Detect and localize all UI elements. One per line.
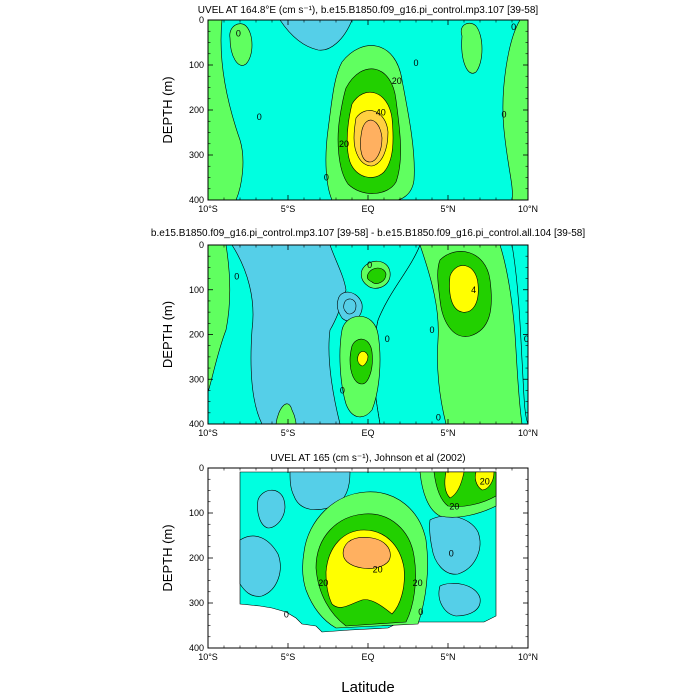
panel-3-contour-label: 0 (284, 609, 289, 619)
panel-3-ytick-label: 200 (189, 553, 204, 563)
panel-1-ytick-label: 400 (189, 195, 204, 205)
panel-2-ytick-label: 0 (199, 240, 204, 250)
panel-3-contour-label: 0 (449, 549, 454, 559)
panel-3-ytick-label: 300 (189, 598, 204, 608)
panel-3-neg-se2 (438, 583, 481, 617)
panel-1-field (208, 20, 528, 200)
panel-3-contour-label: 0 (418, 607, 423, 617)
panel-3-neg-sw (239, 535, 281, 597)
panel-1-negative-region (279, 20, 353, 51)
panel-3-euc-core (342, 537, 391, 569)
panel-1-contour-label: 0 (511, 22, 516, 32)
panel-1-xtick-label: EQ (361, 204, 374, 214)
panel-2-ytick-label: 200 (189, 330, 204, 340)
panel-1-contour-label: 0 (501, 110, 506, 120)
panel-2-xtick-label: 10°S (198, 428, 218, 438)
panel-1-xtick-label: 10°S (198, 204, 218, 214)
panel-1-east-blob (460, 23, 483, 74)
panel-2-contour-label: 0 (385, 334, 390, 344)
panel-2-title: b.e15.B1850.f09_g16.pi_control.mp3.107 [… (151, 228, 585, 239)
figure-xlabel: Latitude (341, 679, 394, 696)
panel-1-west-strip (208, 20, 244, 200)
panel-3-xtick-label: 10°N (518, 652, 538, 662)
panel-3: UVEL AT 165 (cm s⁻¹), Johnson et al (200… (160, 453, 538, 662)
panel-2-west-strip (208, 245, 231, 393)
panel-2-east-lobe-core (449, 265, 479, 313)
panel-1-contour-label: 0 (324, 173, 329, 183)
panel-1-title: UVEL AT 164.8°E (cm s⁻¹), b.e15.B1850.f0… (198, 5, 539, 16)
panel-1-contour-label: 20 (339, 139, 349, 149)
panel-3-ytick-label: 100 (189, 508, 204, 518)
panel-1-contour-label: 40 (376, 107, 386, 117)
panel-2-xtick-label: 10°N (518, 428, 538, 438)
panel-2-contour-label: 0 (340, 385, 345, 395)
panel-3-ylabel: DEPTH (m) (160, 524, 175, 591)
panel-1-euc-core (360, 119, 383, 163)
panel-1-xtick-label: 10°N (518, 204, 538, 214)
panel-3-neg-west (257, 489, 286, 529)
panel-2: b.e15.B1850.f09_g16.pi_control.mp3.107 [… (151, 228, 585, 438)
panel-2-contour-label: 4 (471, 285, 476, 295)
panel-1-contour-label: 20 (392, 76, 402, 86)
panel-3-contour-label: 20 (318, 578, 328, 588)
panel-1-ytick-label: 300 (189, 150, 204, 160)
panel-1-ytick-label: 100 (189, 60, 204, 70)
panel-1-east-strip (502, 20, 528, 200)
panel-3-contour-label: 20 (480, 477, 490, 487)
panel-2-ytick-label: 400 (189, 419, 204, 429)
panel-2-xtick-label: 5°S (281, 428, 296, 438)
panel-2-xtick-label: EQ (361, 428, 374, 438)
panel-3-xtick-label: 5°N (440, 652, 455, 662)
panel-2-sw-blob (275, 403, 297, 424)
panel-3-upper-east-core2 (474, 471, 495, 491)
panel-1-xtick-label: 5°N (440, 204, 455, 214)
panel-2-ytick-label: 100 (189, 285, 204, 295)
panel-1-contour-label: 0 (413, 58, 418, 68)
panel-1-west-pos-blob (229, 23, 253, 66)
panel-1-ytick-label: 0 (199, 15, 204, 25)
panel-3-upper-east-core (444, 471, 465, 499)
panel-1-xtick-label: 5°S (281, 204, 296, 214)
panel-1-contour-label: 0 (236, 29, 241, 39)
panel-2-top-center-pos-core (366, 267, 387, 284)
panel-2-ytick-label: 300 (189, 374, 204, 384)
panel-2-lower-center-peak (357, 351, 369, 367)
panel-3-field (239, 471, 497, 633)
panel-1-ytick-label: 200 (189, 105, 204, 115)
panel-3-contour-label: 20 (413, 578, 423, 588)
panel-2-contour-label: 0 (436, 412, 441, 422)
panel-2-contour-label: 0 (367, 260, 372, 270)
panel-3-contour-label: 20 (449, 501, 459, 511)
panel-2-contour-label: 0 (234, 271, 239, 281)
panel-3-neg-upper (289, 471, 351, 510)
panel-2-field (208, 245, 528, 424)
panel-2-ylabel: DEPTH (m) (160, 301, 175, 368)
panel-1-contour-label: 0 (257, 112, 262, 122)
panel-3-neg-se (429, 515, 481, 575)
panel-3-ytick-label: 400 (189, 643, 204, 653)
panel-3-title: UVEL AT 165 (cm s⁻¹), Johnson et al (200… (270, 453, 465, 464)
panel-3-xtick-label: 10°S (198, 652, 218, 662)
panel-2-contour-label: 0 (524, 334, 529, 344)
panel-3-xtick-label: EQ (361, 652, 374, 662)
panel-2-contour-label: 0 (429, 325, 434, 335)
panel-1-ylabel: DEPTH (m) (160, 76, 175, 143)
panel-3-xtick-label: 5°S (281, 652, 296, 662)
panel-3-ytick-label: 0 (199, 463, 204, 473)
panel-1: UVEL AT 164.8°E (cm s⁻¹), b.e15.B1850.f0… (160, 5, 538, 214)
panel-3-contour-label: 20 (373, 564, 383, 574)
panel-2-neg-blob-core (343, 298, 357, 315)
panel-2-xtick-label: 5°N (440, 428, 455, 438)
